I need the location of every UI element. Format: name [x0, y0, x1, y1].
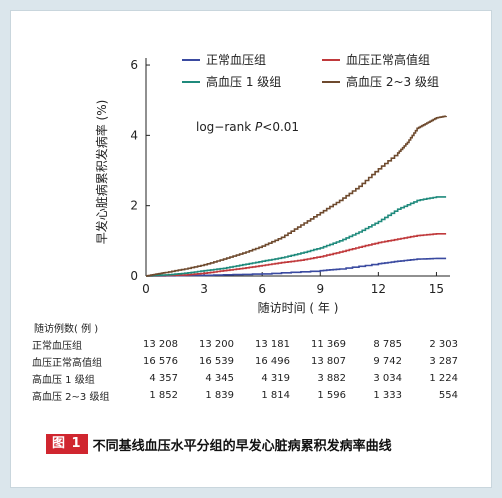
risk-cell: 4 357 — [149, 373, 178, 384]
x-tick-label: 3 — [200, 282, 208, 296]
risk-table-row: 正常血压组 13 208 13 200 13 181 11 369 8 785 2 303 — [32, 336, 458, 353]
risk-cell: 554 — [438, 390, 458, 401]
y-tick-label: 4 — [130, 128, 138, 142]
logrank-annotation: log−rank P<0.01 — [196, 120, 299, 134]
risk-cell: 9 742 — [373, 356, 402, 367]
risk-cell: 11 369 — [311, 339, 346, 350]
legend-label: 高血压 1 级组 — [206, 74, 281, 89]
legend-label: 血压正常高值组 — [346, 52, 430, 67]
risk-cell: 3 287 — [429, 356, 458, 367]
y-tick-label: 0 — [130, 269, 138, 283]
legend-label: 正常血压组 — [206, 53, 266, 67]
figure-caption-text: 不同基线血压水平分组的早发心脏病累积发病率曲线 — [92, 438, 392, 454]
risk-table-title: 随访例数( 例 ) — [34, 324, 99, 335]
y-tick-label: 6 — [130, 58, 138, 72]
risk-cell: 1 333 — [373, 390, 402, 401]
risk-cell: 1 596 — [317, 390, 346, 401]
series-line-3 — [146, 196, 447, 277]
x-tick-label: 0 — [142, 282, 150, 296]
series-line-1 — [146, 257, 447, 277]
x-tick-label: 6 — [258, 282, 266, 296]
x-axis-label: 随访时间 ( 年 ) — [258, 300, 339, 315]
risk-cell: 4 319 — [261, 373, 290, 384]
x-tick-label: 9 — [316, 282, 324, 296]
risk-table: 正常血压组 13 208 13 200 13 181 11 369 8 785 2 303 血… — [32, 336, 458, 404]
risk-cell: 13 807 — [311, 356, 346, 367]
risk-row-label: 高血压 2~3 级组 — [32, 392, 110, 403]
risk-cell: 3 882 — [317, 373, 346, 384]
risk-cell: 16 496 — [255, 356, 290, 367]
chart-series-lines — [146, 115, 447, 277]
y-axis-label: 早发心脏病累积发病率 (%) — [94, 100, 109, 245]
x-tick-label: 12 — [371, 282, 386, 296]
risk-table-row: 高血压 1 级组 4 357 4 345 4 319 3 882 3 034 1 224 — [32, 370, 458, 387]
risk-cell: 1 839 — [205, 390, 234, 401]
figure-tag: 图 1 — [46, 434, 88, 454]
risk-cell: 1 224 — [429, 373, 458, 384]
figure-caption: 图 1 不同基线血压水平分组的早发心脏病累积发病率曲线 — [46, 434, 392, 454]
risk-table-row: 高血压 2~3 级组 1 852 1 839 1 814 1 596 1 333 554 — [32, 387, 458, 404]
risk-cell: 4 345 — [205, 373, 234, 384]
legend-label: 高血压 2~3 级组 — [346, 74, 439, 89]
risk-row-label: 血压正常高值组 — [32, 358, 102, 369]
risk-cell: 1 852 — [149, 390, 178, 401]
risk-table-row: 血压正常高值组 16 576 16 539 16 496 13 807 9 742 3 28… — [32, 353, 458, 370]
risk-cell: 8 785 — [373, 339, 402, 350]
risk-cell: 16 539 — [199, 356, 234, 367]
risk-cell: 1 814 — [261, 390, 290, 401]
figure-panel — [10, 10, 492, 488]
risk-row-label: 正常血压组 — [32, 341, 82, 352]
series-line-2 — [146, 233, 447, 277]
y-tick-label: 2 — [130, 199, 138, 213]
risk-cell: 3 034 — [373, 373, 402, 384]
risk-cell: 2 303 — [429, 339, 458, 350]
x-tick-label: 15 — [429, 282, 444, 296]
risk-cell: 13 181 — [255, 339, 290, 350]
risk-cell: 16 576 — [143, 356, 178, 367]
series-line-4 — [146, 115, 447, 277]
risk-cell: 13 208 — [143, 339, 178, 350]
risk-cell: 13 200 — [199, 339, 234, 350]
risk-row-label: 高血压 1 级组 — [32, 375, 95, 386]
